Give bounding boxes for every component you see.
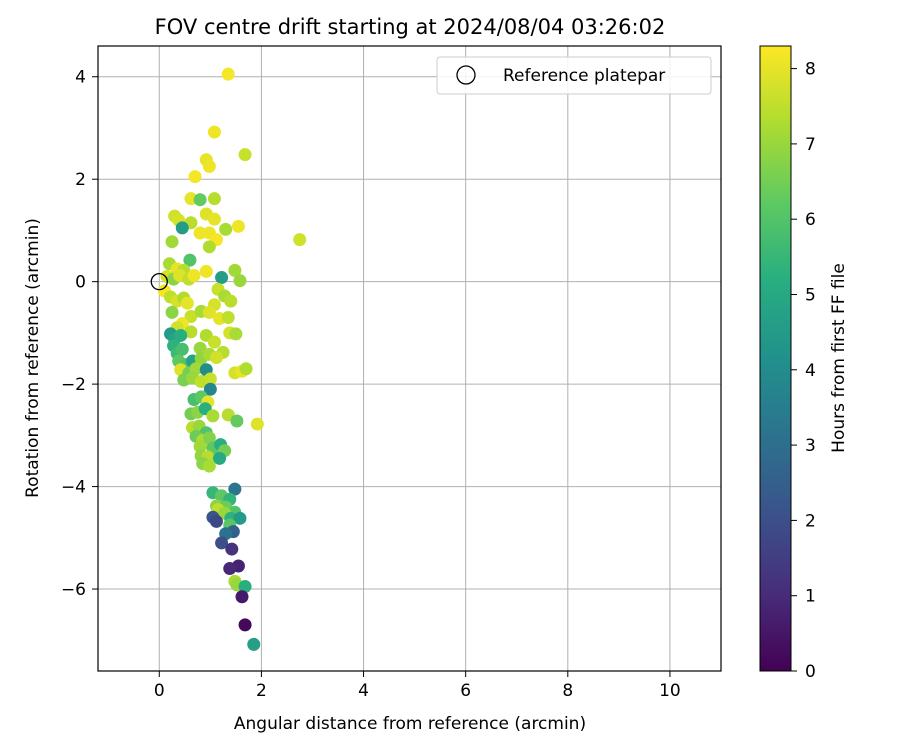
legend-entry-reference: Reference platepar <box>503 66 665 86</box>
x-tick-label: 10 <box>659 681 681 701</box>
scatter-point <box>247 637 261 651</box>
x-tick-label: 2 <box>256 681 267 701</box>
scatter-point <box>219 222 233 236</box>
scatter-point <box>180 296 194 310</box>
colorbar-tick-label: 5 <box>805 285 816 305</box>
scatter-point <box>199 264 213 278</box>
scatter-point <box>250 417 264 431</box>
y-tick-label: −4 <box>61 478 86 498</box>
y-tick-label: −6 <box>61 580 86 600</box>
legend-marker <box>456 65 476 85</box>
y-tick-label: 2 <box>75 170 86 190</box>
scatter-point <box>175 342 189 356</box>
scatter-point <box>238 618 252 632</box>
x-axis-ticks: 0 2 4 6 8 10 <box>154 671 681 701</box>
scatter-point <box>213 451 227 465</box>
y-tick-label: 4 <box>75 68 86 88</box>
scatter-point <box>193 193 207 207</box>
scatter-point <box>202 305 216 319</box>
colorbar: 0 1 2 3 4 5 6 7 8 Hours from first FF file <box>759 45 849 682</box>
x-tick-label: 0 <box>154 681 165 701</box>
colorbar-gradient <box>759 45 792 672</box>
scatter-point <box>174 328 188 342</box>
y-axis-ticks: 4 2 0 −2 −4 −6 <box>61 68 98 600</box>
scatter-point <box>233 511 247 525</box>
scatter-point <box>202 459 216 473</box>
scatter-point <box>209 514 223 528</box>
scatter-point <box>224 294 238 308</box>
colorbar-tick-label: 3 <box>805 436 816 456</box>
colorbar-tick-label: 4 <box>805 361 816 381</box>
scatter-point <box>221 311 235 325</box>
scatter-point <box>239 362 253 376</box>
scatter-point <box>165 235 179 249</box>
scatter-point <box>193 341 207 355</box>
scatter-point <box>207 192 221 206</box>
scatter-point <box>183 253 197 267</box>
x-axis-label: Angular distance from reference (arcmin) <box>234 714 586 734</box>
scatter-point <box>221 67 235 81</box>
legend: Reference platepar <box>436 56 712 95</box>
scatter-point <box>207 212 221 226</box>
scatter-point <box>188 170 202 184</box>
scatter-point <box>207 335 221 349</box>
scatter-point <box>235 590 249 604</box>
scatter-point <box>206 409 220 423</box>
scatter-point <box>229 327 243 341</box>
scatter-point <box>215 536 229 550</box>
y-axis-label: Rotation from reference (arcmin) <box>23 218 43 498</box>
colorbar-tick-label: 0 <box>805 662 816 682</box>
y-tick-label: 0 <box>75 273 86 293</box>
colorbar-label: Hours from first FF file <box>829 263 849 453</box>
scatter-point <box>225 542 239 556</box>
y-tick-label: −2 <box>61 375 86 395</box>
colorbar-tick-label: 7 <box>805 135 816 155</box>
scatter-point <box>233 274 247 288</box>
x-tick-label: 6 <box>460 681 471 701</box>
scatter-point <box>202 431 216 445</box>
plot-area: 0 2 4 6 8 10 4 2 0 −2 −4 −6 <box>61 45 722 701</box>
scatter-point <box>293 233 307 247</box>
scatter-point <box>202 159 216 173</box>
scatter-point <box>209 350 223 364</box>
scatter-point <box>165 305 179 319</box>
x-tick-label: 4 <box>358 681 369 701</box>
scatter-points <box>157 67 307 651</box>
scatter-point <box>231 219 245 233</box>
scatter-point <box>193 226 207 240</box>
scatter-point <box>238 579 252 593</box>
axes-frame <box>97 45 722 672</box>
colorbar-tick-label: 8 <box>805 60 816 80</box>
scatter-point <box>175 221 189 235</box>
colorbar-tick-label: 1 <box>805 587 816 607</box>
colorbar-tick-label: 2 <box>805 511 816 531</box>
scatter-point <box>228 263 242 277</box>
scatter-point <box>223 562 237 576</box>
legend-box <box>436 56 712 95</box>
scatter-point <box>228 482 242 496</box>
x-tick-label: 8 <box>562 681 573 701</box>
scatter-point <box>203 372 217 386</box>
chart-title: FOV centre drift starting at 2024/08/04 … <box>155 15 666 39</box>
scatter-point <box>207 125 221 139</box>
scatter-point <box>184 309 198 323</box>
scatter-point <box>230 414 244 428</box>
scatter-point <box>202 240 216 254</box>
scatter-point <box>184 325 198 339</box>
scatter-point <box>215 271 229 285</box>
scatter-point <box>187 269 201 283</box>
scatter-point <box>238 148 252 162</box>
colorbar-tick-label: 6 <box>805 210 816 230</box>
colorbar-ticks: 0 1 2 3 4 5 6 7 8 <box>791 60 816 682</box>
grid-lines <box>98 46 721 671</box>
reference-platepar-marker <box>150 273 168 291</box>
scatter-point <box>203 382 217 396</box>
